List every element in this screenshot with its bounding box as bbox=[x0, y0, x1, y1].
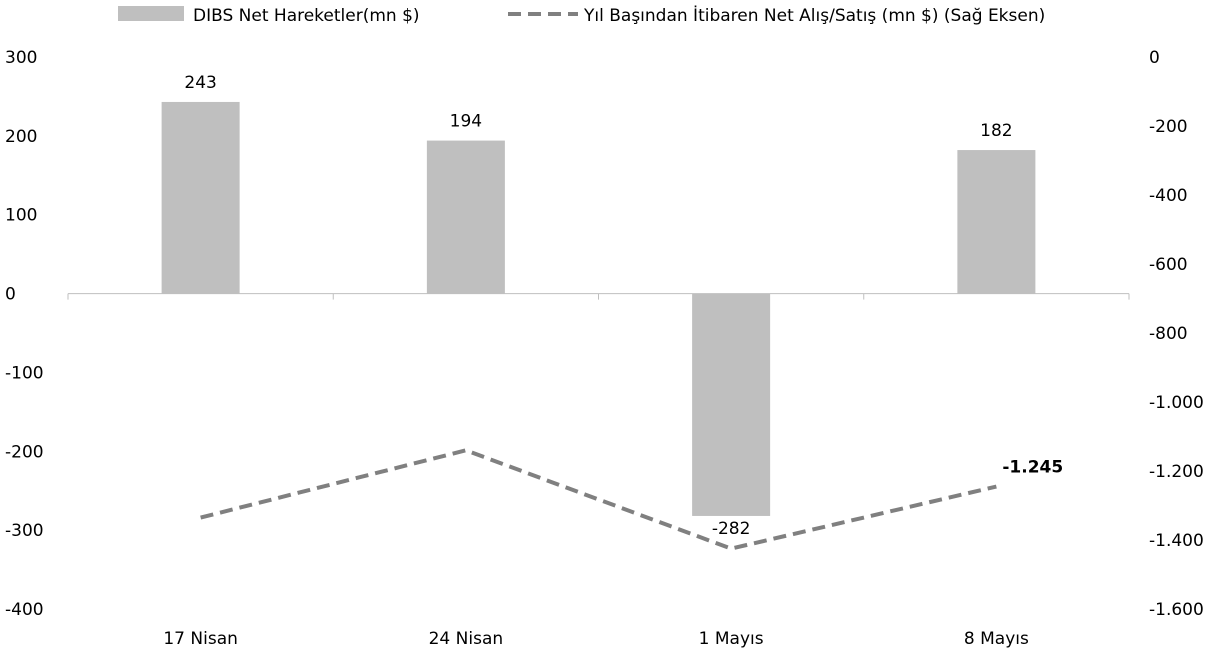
line-data-label: -1.245 bbox=[1002, 458, 1063, 478]
right-tick-label: -1.400 bbox=[1149, 531, 1204, 551]
right-tick-label: -1.600 bbox=[1149, 600, 1204, 620]
left-tick-label: -400 bbox=[5, 600, 44, 620]
category-label: 8 Mayıs bbox=[964, 629, 1029, 649]
bar-data-label: 243 bbox=[184, 73, 216, 93]
left-tick-label: -200 bbox=[5, 442, 44, 462]
line-path bbox=[200, 448, 997, 551]
category-label: 1 Mayıs bbox=[699, 629, 764, 649]
right-tick-label: -1.000 bbox=[1149, 393, 1204, 413]
legend: DIBS Net Hareketler(mn $) Yıl Başından İ… bbox=[118, 5, 1045, 26]
left-tick-label: 0 bbox=[5, 285, 16, 305]
bar-data-label: 194 bbox=[450, 112, 482, 132]
x-axis bbox=[67, 293, 1130, 300]
bar bbox=[426, 140, 505, 294]
left-tick-label: 100 bbox=[5, 206, 37, 226]
legend-bar-swatch bbox=[118, 6, 184, 21]
bar-series bbox=[161, 101, 1036, 516]
left-tick-label: 200 bbox=[5, 127, 37, 147]
right-tick-label: 0 bbox=[1149, 48, 1160, 68]
legend-bar-label: DIBS Net Hareketler(mn $) bbox=[193, 6, 420, 26]
left-tick-label: -100 bbox=[5, 363, 44, 383]
right-tick-label: -400 bbox=[1149, 186, 1188, 206]
category-labels: 17 Nisan 24 Nisan 1 Mayıs 8 Mayıs bbox=[163, 629, 1029, 649]
bar bbox=[692, 293, 771, 516]
left-tick-label: 300 bbox=[5, 48, 37, 68]
bar bbox=[161, 101, 240, 294]
line-series bbox=[200, 448, 997, 551]
left-tick-label: -300 bbox=[5, 521, 44, 541]
category-label: 24 Nisan bbox=[429, 629, 504, 649]
bar-data-label: -282 bbox=[712, 519, 751, 539]
right-tick-label: -800 bbox=[1149, 324, 1188, 344]
bar-data-label: 182 bbox=[980, 121, 1012, 141]
right-tick-label: -200 bbox=[1149, 117, 1188, 137]
right-tick-label: -600 bbox=[1149, 255, 1188, 275]
bar bbox=[957, 150, 1036, 294]
legend-line-label: Yıl Başından İtibaren Net Alış/Satış (mn… bbox=[583, 5, 1045, 26]
right-tick-label: -1.200 bbox=[1149, 462, 1204, 482]
data-labels: 243 194 -282 182 -1.245 bbox=[184, 73, 1063, 539]
right-axis: 0 -200 -400 -600 -800 -1.000 -1.200 -1.400 -1.60… bbox=[1149, 48, 1204, 620]
left-axis: 300 200 100 0 -100 -200 -300 -400 bbox=[5, 48, 44, 620]
category-label: 17 Nisan bbox=[163, 629, 238, 649]
